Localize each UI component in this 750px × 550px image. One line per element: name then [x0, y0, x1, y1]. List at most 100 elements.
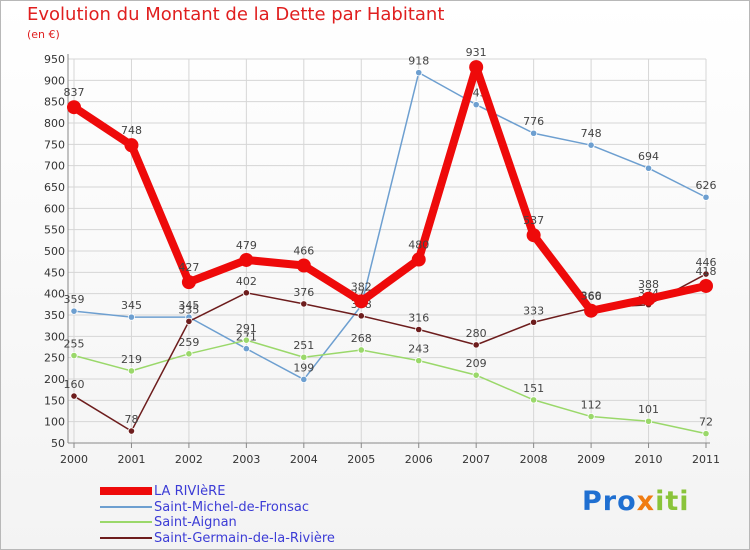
- data-label: 376: [293, 286, 314, 299]
- y-tick-label: 150: [44, 394, 65, 407]
- data-point: [354, 294, 369, 309]
- legend-label: LA RIVIèRE: [154, 483, 226, 499]
- x-tick-label: 2005: [347, 453, 375, 466]
- data-point: [641, 291, 656, 306]
- data-point: [472, 371, 480, 379]
- legend-item-1: LA RIVIèRE: [100, 483, 225, 499]
- data-point: [469, 60, 484, 75]
- data-label: 259: [178, 336, 199, 349]
- data-label: 466: [293, 245, 314, 258]
- y-tick-label: 100: [44, 416, 65, 429]
- legend-label: Saint-Michel-de-Fronsac: [154, 499, 309, 515]
- data-point: [644, 417, 653, 425]
- x-tick-label: 2008: [520, 453, 548, 466]
- data-point: [70, 392, 78, 400]
- legend-swatch: [100, 537, 152, 539]
- y-tick-label: 550: [44, 224, 65, 237]
- x-tick-label: 2002: [175, 453, 203, 466]
- data-point: [181, 275, 196, 290]
- y-tick-label: 200: [44, 373, 65, 386]
- data-label: 219: [121, 353, 142, 366]
- data-point: [296, 258, 311, 273]
- data-label: 918: [408, 55, 429, 68]
- data-label: 345: [178, 299, 199, 312]
- data-label: 537: [523, 214, 544, 227]
- y-tick-label: 50: [51, 437, 65, 450]
- x-tick-label: 2004: [290, 453, 318, 466]
- data-label: 112: [581, 399, 602, 412]
- x-tick-label: 2007: [462, 453, 490, 466]
- data-point: [587, 412, 595, 421]
- data-label: 776: [523, 115, 544, 128]
- data-label: 160: [64, 378, 85, 391]
- data-label: 255: [64, 338, 85, 351]
- data-point: [357, 346, 365, 354]
- legend-label: Saint-Aignan: [154, 514, 237, 530]
- data-point: [185, 350, 193, 358]
- data-point: [702, 270, 710, 278]
- data-point: [530, 318, 538, 326]
- data-point: [702, 193, 710, 201]
- data-point: [300, 353, 308, 361]
- data-point: [242, 289, 250, 297]
- data-point: [127, 427, 136, 435]
- data-point: [587, 141, 595, 149]
- data-point: [300, 300, 308, 308]
- legend-swatch: [100, 487, 152, 495]
- y-tick-label: 950: [44, 53, 65, 66]
- data-label: 101: [638, 403, 659, 416]
- data-label: 360: [581, 290, 602, 303]
- legend-swatch: [100, 506, 152, 508]
- data-label: 446: [696, 256, 717, 269]
- data-label: 209: [466, 357, 487, 370]
- data-label: 72: [699, 416, 713, 429]
- data-label: 402: [236, 275, 257, 288]
- proxiti-logo: Proxiti: [582, 486, 690, 517]
- data-point: [70, 351, 78, 360]
- x-tick-label: 2006: [405, 453, 433, 466]
- legend-item-3: Saint-Aignan: [100, 514, 237, 530]
- data-label: 333: [523, 304, 544, 317]
- legend-item-2: Saint-Michel-de-Fronsac: [100, 499, 309, 515]
- data-label: 480: [408, 239, 429, 252]
- data-label: 427: [178, 261, 199, 274]
- data-label: 291: [236, 322, 257, 335]
- data-label: 335: [178, 303, 199, 316]
- y-tick-label: 350: [44, 309, 65, 322]
- data-point: [699, 278, 713, 293]
- data-label: 479: [236, 239, 257, 252]
- y-tick-label: 250: [44, 352, 65, 365]
- data-point: [127, 313, 136, 321]
- series-line: [73, 273, 707, 432]
- data-point: [415, 357, 423, 365]
- y-tick-label: 500: [44, 245, 65, 258]
- y-tick-label: 800: [44, 117, 65, 130]
- x-tick-label: 2009: [577, 453, 605, 466]
- data-point: [702, 430, 710, 438]
- data-label: 151: [523, 382, 544, 395]
- x-tick-label: 2003: [232, 453, 260, 466]
- y-tick-label: 450: [44, 266, 65, 279]
- data-point: [530, 396, 538, 404]
- data-label: 199: [293, 361, 314, 374]
- data-label: 78: [124, 413, 138, 426]
- data-label: 418: [696, 265, 717, 278]
- data-label: 748: [121, 124, 142, 137]
- data-label: 251: [293, 339, 314, 352]
- y-tick-label: 600: [44, 202, 65, 215]
- y-tick-label: 650: [44, 181, 65, 194]
- data-point: [185, 317, 193, 325]
- data-point: [415, 69, 423, 77]
- legend-label: Saint-Germain-de-la-Rivière: [154, 530, 335, 546]
- data-label: 694: [638, 150, 659, 163]
- y-tick-label: 850: [44, 96, 65, 109]
- data-label: 837: [64, 86, 85, 99]
- data-label: 268: [351, 332, 372, 345]
- data-point: [411, 252, 426, 267]
- data-point: [70, 307, 78, 315]
- data-point: [124, 138, 139, 153]
- data-point: [67, 100, 81, 115]
- chart-title: Evolution du Montant de la Dette par Hab…: [27, 4, 445, 25]
- line-chart: 50 100 150 200 250 300 350 400 450 500 550 600 650 70…: [44, 46, 720, 466]
